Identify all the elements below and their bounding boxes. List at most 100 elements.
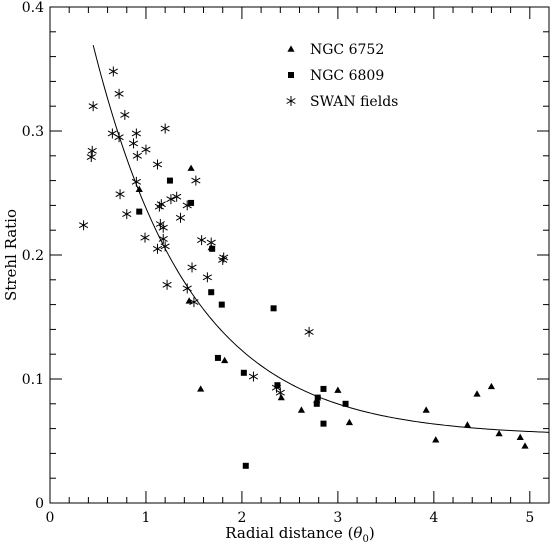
point-swan-fields-stroke — [189, 299, 199, 306]
point-swan-fields-stroke — [78, 222, 89, 229]
x-axis-label: Radial distance (θ0) — [225, 524, 374, 545]
point-swan-fields-stroke — [107, 130, 117, 137]
point-swan-fields-stroke — [114, 90, 124, 97]
point-swan-fields-stroke — [115, 191, 125, 198]
point-swan-fields-stroke — [120, 111, 130, 118]
x-tick-label: 2 — [237, 510, 246, 526]
x-axis-label-subscript: 0 — [362, 534, 368, 545]
point-swan-fields — [172, 191, 182, 202]
legend-label-ngc-6752: NGC 6752 — [310, 42, 384, 58]
point-ngc-6752 — [345, 418, 353, 426]
point-swan-fields-stroke — [160, 243, 170, 250]
point-swan-fields-stroke — [132, 152, 142, 159]
point-swan-fields-stroke — [140, 234, 150, 241]
point-ngc-6809 — [166, 177, 173, 184]
point-swan-fields-stroke — [141, 146, 151, 153]
point-ngc-6809 — [320, 420, 327, 427]
point-ngc-6809 — [214, 354, 221, 361]
y-tick-label: 0 — [35, 496, 44, 512]
point-ngc-6752 — [187, 164, 195, 171]
point-ngc-6809 — [218, 301, 225, 308]
point-swan-fields — [206, 237, 216, 248]
fit-curve — [92, 44, 550, 433]
point-swan-fields-stroke — [162, 281, 172, 288]
point-ngc-6752 — [197, 385, 205, 392]
point-swan-fields — [107, 128, 117, 139]
y-tick-label: 0.2 — [22, 248, 44, 264]
point-swan-fields-stroke — [202, 274, 212, 281]
legend-marker-ngc-6752 — [287, 45, 295, 52]
point-ngc-6809 — [208, 289, 215, 296]
point-swan-fields-stroke — [108, 68, 118, 75]
point-swan-fields-stroke — [275, 389, 285, 396]
point-swan-fields-stroke — [191, 177, 201, 184]
point-swan-fields — [160, 123, 170, 134]
point-swan-fields — [131, 128, 141, 139]
point-ngc-6752 — [495, 429, 503, 437]
point-swan-fields-stroke — [86, 154, 96, 160]
point-swan-fields — [162, 279, 172, 290]
point-swan-fields-stroke — [271, 384, 282, 391]
point-swan-fields-stroke — [152, 245, 163, 252]
point-swan-fields — [154, 201, 164, 212]
point-swan-fields-stroke — [131, 130, 141, 137]
point-swan-fields — [271, 382, 282, 393]
data-points — [78, 66, 529, 469]
y-tick-label: 0.3 — [22, 124, 44, 140]
point-swan-fields — [86, 152, 96, 163]
x-axis-label-text: Radial distance — [225, 524, 343, 542]
x-axis-label-close-paren: ) — [369, 524, 375, 542]
point-swan-fields — [122, 209, 132, 220]
point-swan-fields — [152, 243, 163, 254]
x-tick-label: 5 — [525, 510, 534, 526]
point-swan-fields-stroke — [197, 237, 207, 244]
legend-label-ngc-6809: NGC 6809 — [310, 68, 384, 84]
point-ngc-6752 — [334, 386, 342, 393]
point-swan-fields — [160, 241, 170, 252]
point-swan-fields-stroke — [182, 202, 192, 209]
point-swan-fields — [115, 189, 125, 200]
point-swan-fields — [114, 132, 124, 143]
point-ngc-6809 — [136, 208, 143, 215]
fit-curve-group — [92, 44, 550, 433]
point-swan-fields — [175, 212, 186, 223]
point-swan-fields — [182, 200, 192, 211]
x-tick-label: 0 — [46, 510, 55, 526]
legend: NGC 6752 NGC 6809 SWAN fields — [286, 42, 398, 110]
point-ngc-6752 — [463, 421, 472, 428]
x-tick-label: 3 — [333, 510, 342, 526]
point-ngc-6809 — [314, 394, 321, 401]
point-swan-fields-stroke — [187, 264, 197, 271]
legend-marker-swan-fields — [286, 96, 296, 106]
point-ngc-6752 — [135, 185, 143, 192]
point-swan-fields — [189, 297, 199, 308]
point-ngc-6809 — [342, 400, 349, 407]
point-swan-fields — [166, 194, 176, 205]
legend-label-swan-fields: SWAN fields — [310, 94, 398, 110]
x-axis-label-symbol: θ — [353, 524, 362, 542]
point-swan-fields-stroke — [304, 328, 314, 335]
x-axis-label-open-paren: ( — [343, 524, 354, 542]
x-tick-label: 4 — [429, 510, 438, 526]
y-tick-label: 0.4 — [22, 0, 44, 16]
point-swan-fields — [88, 101, 98, 112]
point-swan-fields — [132, 150, 142, 161]
point-swan-fields-stroke — [206, 239, 216, 246]
point-swan-fields — [304, 326, 314, 337]
point-swan-fields — [218, 254, 228, 265]
point-swan-fields — [202, 272, 212, 283]
point-ngc-6752 — [473, 390, 481, 397]
point-ngc-6752 — [516, 433, 524, 440]
point-swan-fields — [120, 109, 130, 120]
point-ngc-6809 — [320, 385, 327, 392]
point-ngc-6752 — [185, 297, 193, 304]
axis-ticks: 0 1 2 3 4 5 0 0.1 0.2 0.3 0.4 — [22, 0, 550, 526]
point-swan-fields — [78, 220, 89, 231]
point-swan-fields — [182, 283, 192, 294]
point-ngc-6809 — [274, 382, 281, 389]
point-swan-fields-stroke — [175, 214, 186, 221]
point-swan-fields-stroke — [158, 235, 168, 242]
point-swan-fields — [191, 175, 201, 186]
point-swan-fields — [275, 387, 285, 398]
x-tick-label: 1 — [142, 510, 151, 526]
